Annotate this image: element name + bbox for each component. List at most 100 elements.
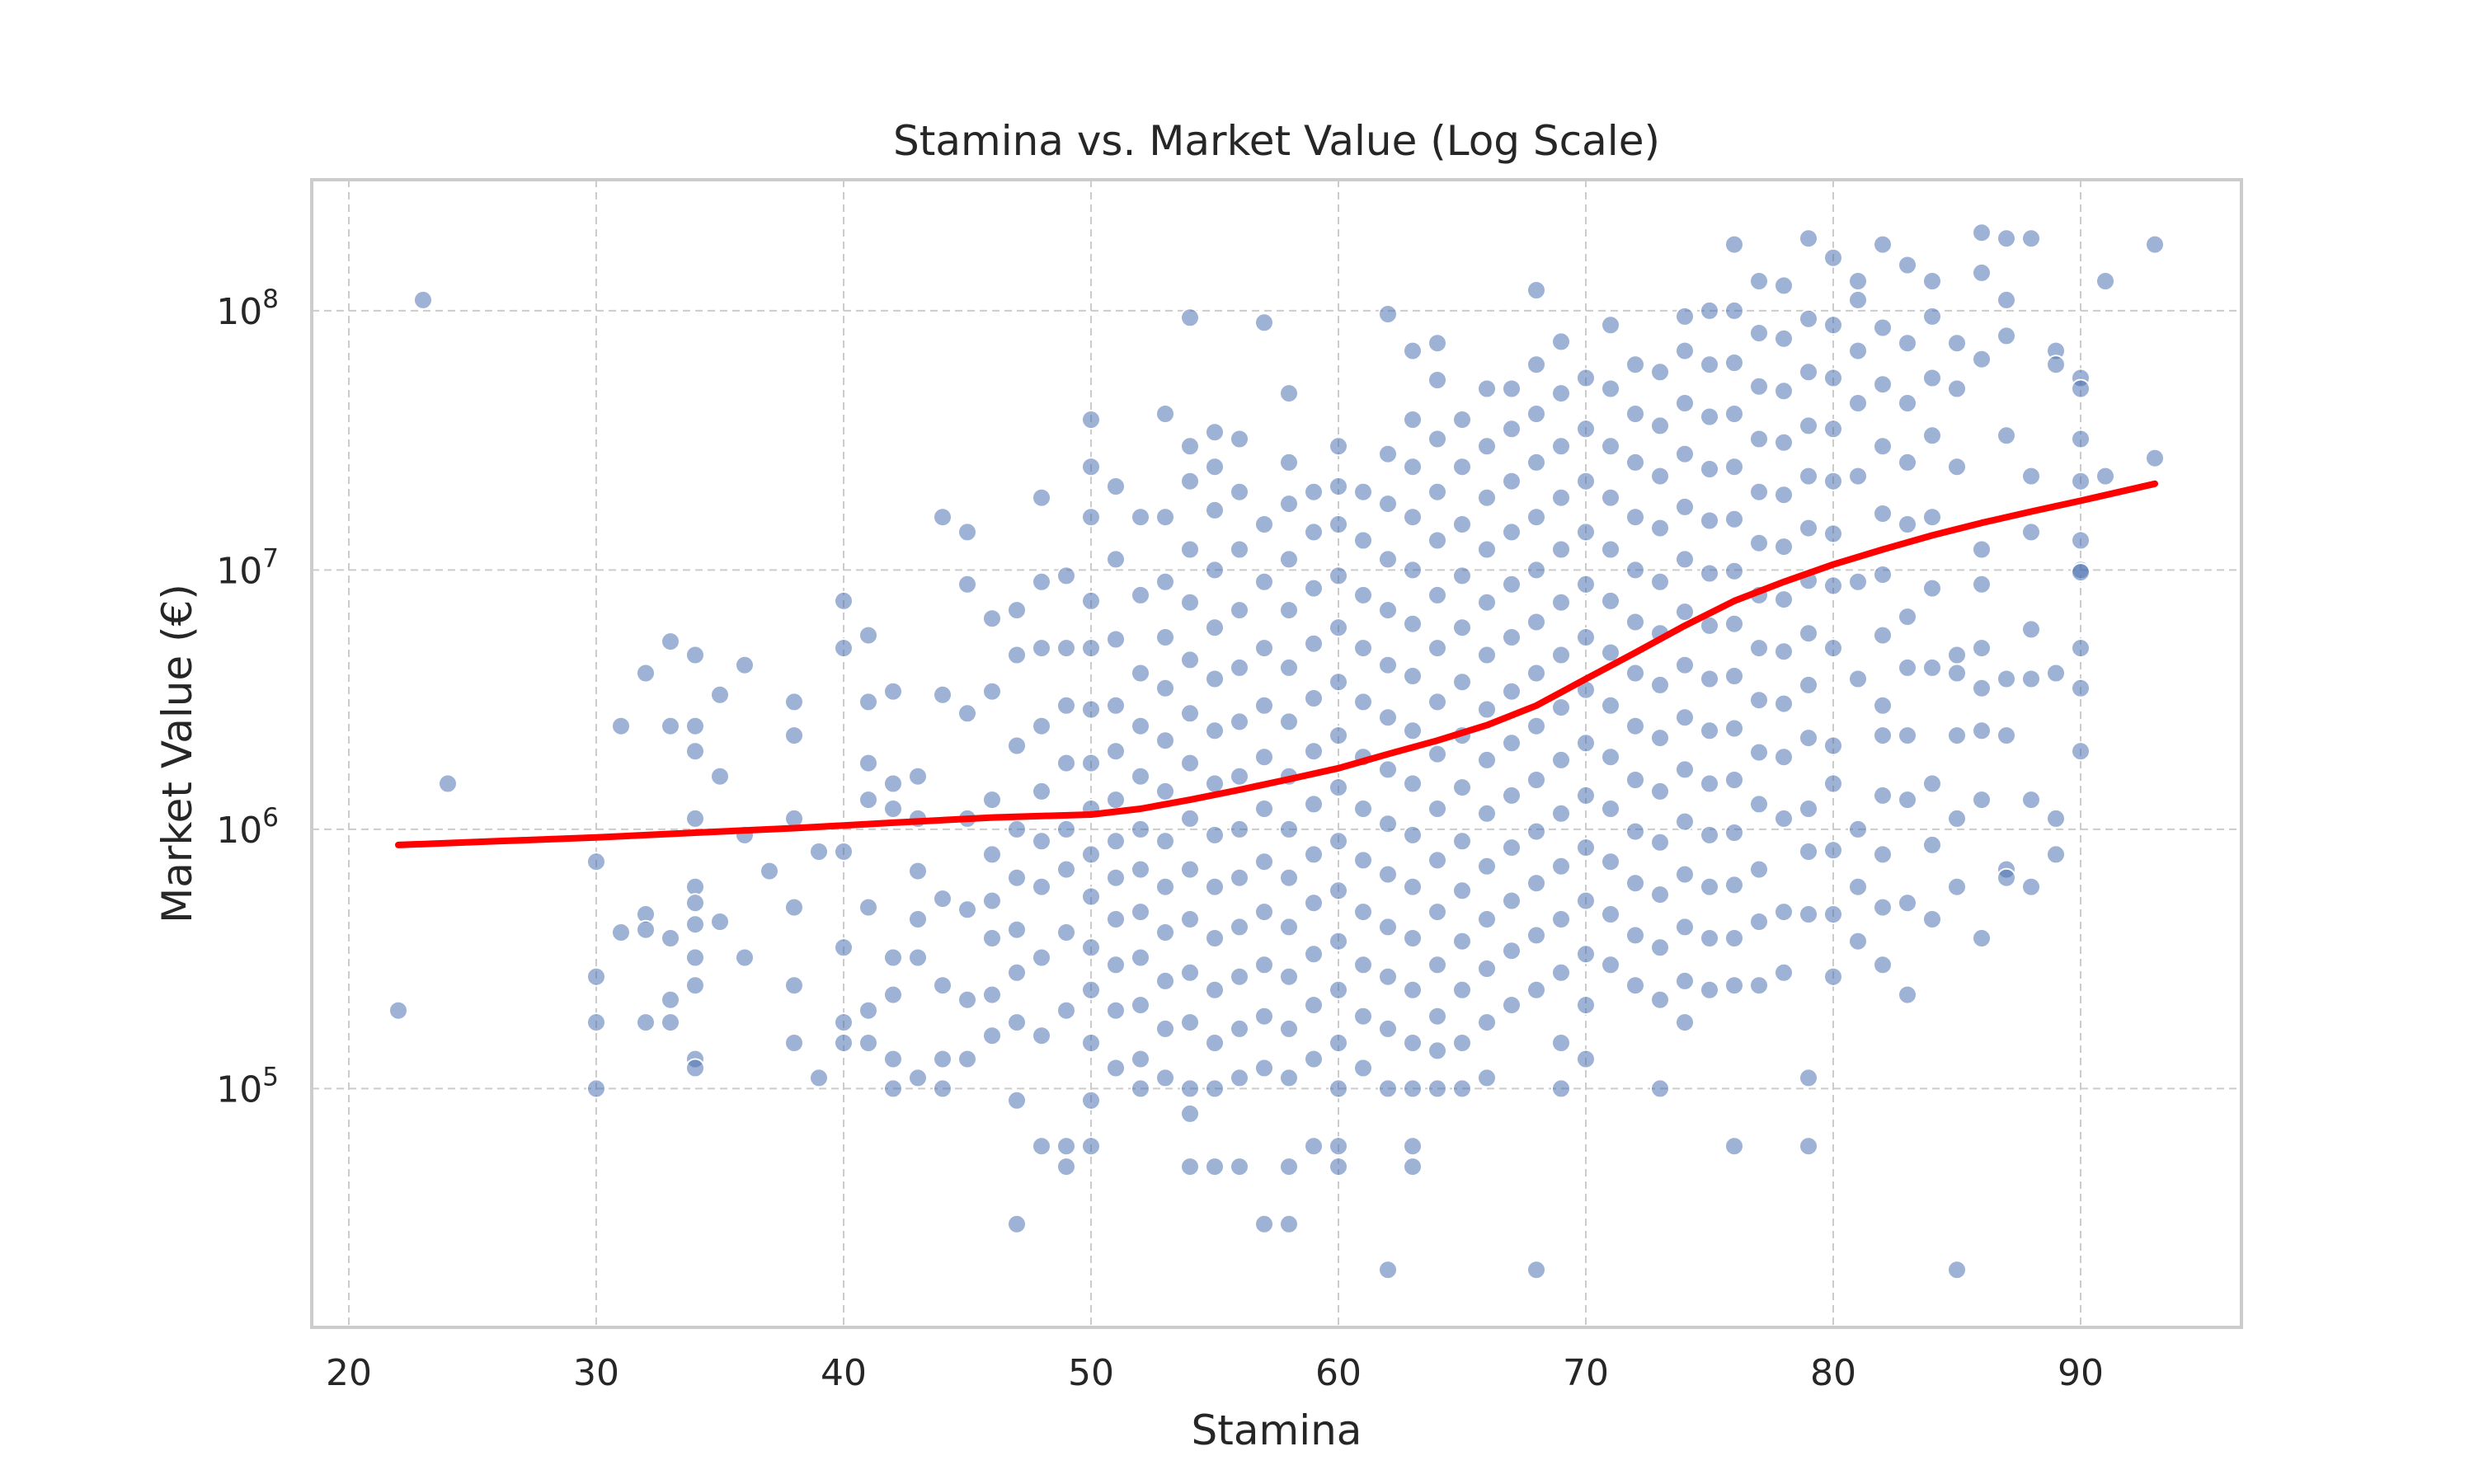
data-point [1378,966,1398,987]
data-point [1032,487,1051,508]
data-point [1576,1049,1596,1069]
data-point [1947,378,1967,399]
data-point [1551,962,1571,983]
data-point [1378,864,1398,885]
data-point [1205,721,1225,741]
data-point [1403,721,1423,741]
data-point [1625,873,1645,894]
data-point [1526,355,1546,375]
data-point [1477,959,1497,979]
data-point [1081,979,1101,1000]
data-point [933,684,952,705]
data-point [1353,585,1373,605]
data-point [1526,770,1546,790]
data-point [1032,1136,1051,1157]
data-point [858,753,878,773]
data-point [1526,979,1546,1000]
data-point [1922,834,1942,855]
data-point [1972,678,1992,698]
x-tick-labels: 20 30 40 50 60 70 80 90 [326,1352,2104,1394]
data-point [1378,707,1398,728]
data-point [1774,589,1794,610]
data-point [1972,928,1992,948]
data-point [1427,481,1447,502]
data-point [1254,638,1274,659]
data-point [1353,902,1373,923]
data-point [1304,633,1324,654]
data-point [1774,747,1794,768]
data-point [1625,507,1645,528]
data-point [1502,785,1522,805]
data-point [1898,514,1917,534]
data-point [784,897,804,918]
data-point [1551,1033,1571,1053]
data-point [1848,393,1868,413]
data-point [858,1033,878,1053]
data-point [1131,507,1150,528]
data-point [1675,655,1695,675]
data-point [1823,638,1843,659]
data-point [1254,799,1274,819]
data-point [1427,333,1447,354]
data-point [1254,1214,1274,1234]
data-point [1650,571,1670,592]
data-point [1799,362,1818,383]
data-point [1106,955,1126,975]
data-point [858,625,878,646]
data-point [1378,759,1398,780]
data-point [1131,766,1150,787]
data-point [1106,741,1126,762]
data-point [883,773,903,794]
data-point [1081,753,1101,773]
data-point [2071,429,2091,449]
data-point [1452,831,1472,852]
data-point [1625,975,1645,996]
data-point [1724,613,1744,634]
data-point [1601,436,1620,457]
data-point [735,947,755,968]
data-point [1056,753,1076,773]
data-point [1823,735,1843,756]
data-point [1279,383,1299,404]
data-point [1922,271,1942,291]
data-point [1700,563,1719,584]
data-point [1081,844,1101,865]
data-point [1304,522,1324,542]
data-point [1477,909,1497,929]
y-axis-label: Market Value (€) [153,584,201,923]
data-point [710,684,730,705]
data-point [1502,522,1522,542]
data-point [413,289,433,310]
data-point [1898,893,1917,913]
data-point [1230,657,1249,678]
data-point [1279,711,1299,732]
data-point [1230,966,1249,987]
data-point [2021,619,2041,640]
data-point [1205,979,1225,1000]
data-point [1304,893,1324,913]
data-point [1749,794,1769,815]
data-point [1576,419,1596,439]
data-point [1180,753,1200,773]
data-point [1650,832,1670,852]
data-point [1873,695,1893,716]
data-point [1724,300,1744,321]
data-point [1898,984,1917,1005]
data-point [1576,838,1596,858]
data-point [2021,876,2041,897]
data-point [1329,726,1348,746]
data-point [1279,600,1299,621]
data-point [1700,721,1719,741]
data-point [611,716,631,736]
y-tick-label: 105 [216,1062,279,1111]
data-point [1205,773,1225,794]
data-point [1279,452,1299,472]
data-point [1799,1068,1818,1088]
data-point [1230,711,1249,732]
data-point [1180,436,1200,457]
data-point [1799,308,1818,329]
data-point [2145,234,2165,255]
data-point [1972,721,1992,741]
data-point [1304,578,1324,599]
data-point [1477,645,1497,665]
